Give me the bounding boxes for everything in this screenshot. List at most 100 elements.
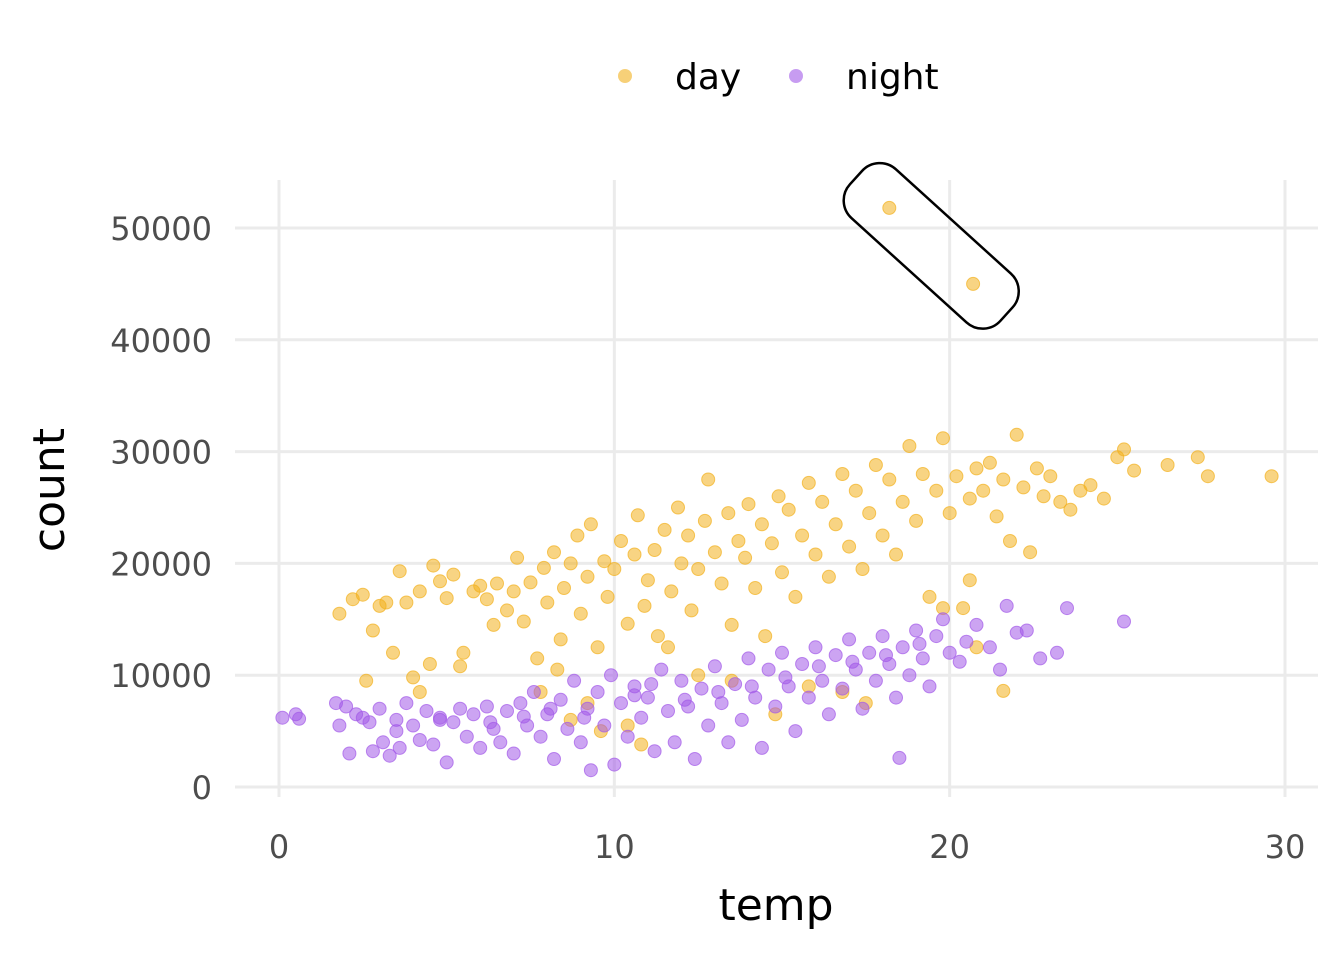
day-point <box>1043 469 1058 484</box>
night-point <box>835 681 850 696</box>
night-point <box>895 640 910 655</box>
night-point <box>419 704 434 718</box>
day-point <box>902 439 917 453</box>
night-point <box>275 710 290 725</box>
night-point <box>365 744 380 759</box>
day-point <box>862 506 877 521</box>
day-point <box>996 472 1011 487</box>
night-point <box>845 654 860 669</box>
night-point <box>828 648 843 663</box>
night-point <box>493 735 508 750</box>
night-point <box>614 696 628 711</box>
day-point <box>895 494 910 509</box>
day-point <box>707 545 722 560</box>
night-point <box>426 737 441 752</box>
night-point <box>855 701 870 716</box>
day-point <box>949 469 964 484</box>
day-point <box>1023 545 1038 560</box>
outlier-outline <box>842 161 1020 330</box>
day-point <box>1036 489 1051 504</box>
night-point <box>942 645 957 660</box>
day-point <box>550 662 565 677</box>
night-point <box>778 670 793 685</box>
day-point <box>889 547 903 562</box>
day-point <box>966 276 981 291</box>
day-point <box>922 589 937 604</box>
night-point <box>952 654 967 669</box>
day-point <box>775 565 789 580</box>
night-point <box>567 673 582 688</box>
night-point <box>821 707 836 722</box>
day-point <box>996 683 1011 698</box>
day-point <box>399 595 414 610</box>
day-point <box>982 455 997 470</box>
day-point <box>412 685 427 699</box>
day-point <box>942 506 957 521</box>
day-point <box>875 528 890 543</box>
day-point <box>433 574 447 589</box>
night-point <box>912 636 927 651</box>
day-point <box>714 576 729 591</box>
day-point <box>788 589 803 604</box>
night-point <box>607 757 622 772</box>
night-point <box>577 710 592 725</box>
day-point <box>627 547 642 562</box>
day-point <box>764 536 779 551</box>
night-point <box>506 746 521 761</box>
night-point <box>553 692 568 707</box>
day-point <box>962 491 977 506</box>
night-point <box>543 701 558 716</box>
day-point <box>821 569 836 584</box>
day-point <box>563 556 578 571</box>
night-point <box>862 645 877 660</box>
y-tick-label: 0 <box>192 769 212 807</box>
day-point <box>661 640 675 655</box>
night-point <box>661 704 675 718</box>
day-point <box>882 472 897 487</box>
night-point <box>332 718 347 733</box>
night-point <box>922 679 937 694</box>
night-point <box>875 629 890 644</box>
night-point <box>439 755 454 770</box>
night-point <box>513 696 528 711</box>
day-point <box>684 603 699 618</box>
day-point <box>473 578 488 593</box>
day-point <box>406 670 421 685</box>
day-point <box>547 545 561 560</box>
night-point <box>453 701 468 716</box>
day-point <box>1009 427 1024 442</box>
day-point <box>607 562 622 576</box>
day-point <box>801 475 816 490</box>
day-point <box>379 595 394 610</box>
series-day <box>332 200 1279 752</box>
night-point <box>999 598 1014 613</box>
night-point <box>399 696 414 711</box>
night-point <box>342 746 357 761</box>
night-point <box>473 740 488 755</box>
night-point <box>788 724 803 739</box>
y-tick-label: 10000 <box>110 657 212 695</box>
day-point <box>1264 469 1279 484</box>
night-point <box>795 657 810 671</box>
night-point <box>902 668 917 683</box>
night-point <box>372 701 387 716</box>
night-point <box>879 648 893 663</box>
night-point <box>969 617 984 632</box>
day-point <box>634 737 649 752</box>
day-point <box>855 562 870 576</box>
night-point <box>915 651 930 666</box>
night-point <box>459 729 474 744</box>
night-point <box>892 750 907 765</box>
day-point <box>426 558 441 573</box>
night-point <box>604 668 618 683</box>
day-point <box>486 617 501 632</box>
night-point <box>292 711 307 726</box>
x-axis-title: temp <box>718 880 833 931</box>
night-point <box>842 632 857 647</box>
night-point <box>815 673 830 688</box>
day-point <box>1200 469 1215 484</box>
day-point <box>724 617 739 632</box>
day-point <box>650 629 665 644</box>
y-tick-label: 30000 <box>110 434 212 472</box>
